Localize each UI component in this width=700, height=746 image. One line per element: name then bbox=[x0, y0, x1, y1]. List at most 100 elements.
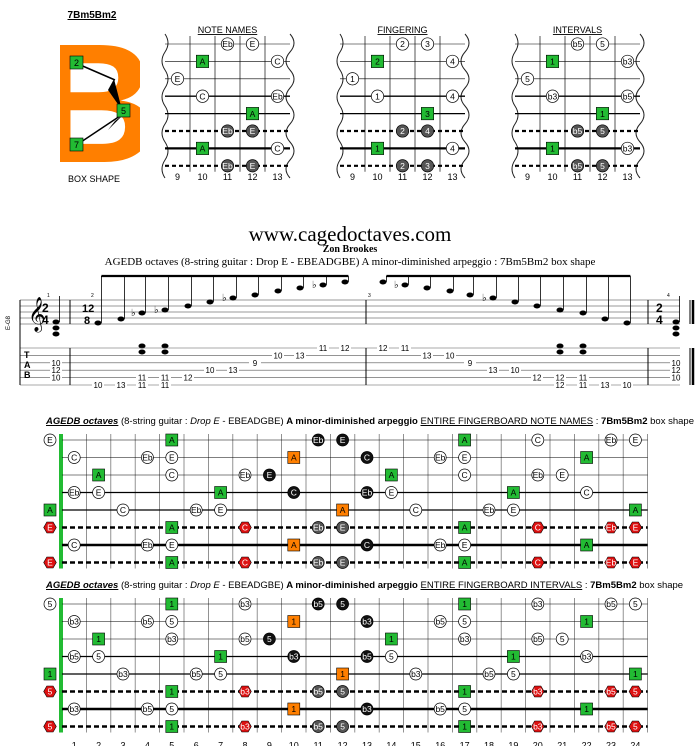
note-marker-circle bbox=[67, 615, 81, 628]
fret-number: 14 bbox=[386, 577, 396, 579]
note-marker-circle bbox=[360, 702, 374, 716]
title-part: box shape bbox=[636, 580, 684, 591]
note-marker-label: 2 bbox=[400, 39, 405, 49]
note-marker-square bbox=[165, 720, 179, 733]
note-marker-circle bbox=[67, 702, 81, 716]
tab-number: 10 bbox=[446, 351, 455, 360]
note-marker-label: Eb bbox=[222, 161, 233, 171]
note-head bbox=[184, 303, 192, 309]
tab-number-bg bbox=[50, 366, 62, 375]
note-marker-circle bbox=[245, 124, 260, 138]
note-marker-label: 5 bbox=[340, 687, 345, 697]
tab-number: 12 bbox=[184, 374, 193, 383]
note-marker-label: 1 bbox=[169, 687, 174, 697]
note-marker-label: 1 bbox=[375, 144, 380, 154]
tab-number: 11 bbox=[161, 381, 170, 390]
note-marker-circle bbox=[195, 89, 210, 103]
note-marker-square bbox=[165, 556, 179, 569]
fret-number: 12 bbox=[247, 172, 257, 182]
note-marker-circle bbox=[360, 615, 374, 628]
note-marker-label: 1 bbox=[550, 57, 555, 67]
note-marker-label: 5 bbox=[340, 599, 345, 609]
tab-number: 10 bbox=[672, 374, 681, 383]
title-part: (8-string guitar : bbox=[118, 580, 191, 591]
note-marker-hexagon bbox=[238, 685, 252, 698]
note-marker-square bbox=[165, 685, 179, 698]
note-marker-circle bbox=[43, 597, 57, 611]
note-marker-circle bbox=[433, 615, 447, 628]
note-marker-label: 5 bbox=[511, 669, 516, 679]
note-marker-circle bbox=[238, 597, 252, 611]
note-marker-label: b5 bbox=[313, 599, 323, 609]
measure-number: 1 bbox=[47, 293, 50, 299]
note-marker-circle bbox=[360, 451, 374, 464]
tab-number: 13 bbox=[423, 351, 432, 360]
note-marker-label: b5 bbox=[191, 669, 201, 679]
note-marker-label: A bbox=[389, 470, 395, 480]
note-marker-square bbox=[165, 597, 179, 611]
note-marker-square bbox=[507, 650, 520, 663]
note-head bbox=[229, 295, 237, 301]
tab-number: 13 bbox=[296, 351, 305, 360]
tab-number-bg bbox=[487, 366, 499, 375]
shape-name-label: 7Bm5Bm2 bbox=[67, 10, 117, 21]
note-head bbox=[319, 282, 327, 288]
note-marker-label: C bbox=[535, 435, 541, 445]
note-marker-square bbox=[287, 538, 301, 552]
note-head bbox=[161, 307, 169, 313]
note-marker-square bbox=[246, 107, 260, 121]
note-marker-label: Eb bbox=[142, 453, 153, 463]
note-marker-circle bbox=[116, 503, 130, 517]
tab-number-bg bbox=[421, 351, 433, 360]
tab-number: 10 bbox=[672, 359, 681, 368]
tab-number-bg bbox=[531, 373, 543, 382]
note-marker-label: 1 bbox=[389, 634, 394, 644]
note-marker-circle bbox=[433, 538, 447, 552]
tab-number: 9 bbox=[253, 359, 258, 368]
tab-number-bg bbox=[670, 358, 682, 367]
tab-number-bg bbox=[670, 366, 682, 375]
time-signature: 8 bbox=[84, 315, 90, 327]
note-marker-circle bbox=[116, 667, 130, 681]
author-name: Zon Brookes bbox=[322, 244, 378, 255]
note-marker-circle bbox=[67, 650, 81, 663]
note-marker-square bbox=[458, 433, 471, 447]
note-marker-circle bbox=[311, 597, 325, 611]
tab-number-bg bbox=[464, 358, 476, 367]
fret-number: 18 bbox=[484, 577, 494, 579]
note-marker-circle bbox=[409, 667, 423, 681]
note-marker-circle bbox=[165, 451, 179, 464]
fingerboard-notes-title: AGEDB octaves (8-string guitar : Drop E … bbox=[46, 416, 694, 427]
title-part: AGEDB octaves bbox=[46, 416, 119, 427]
note-marker-label: b5 bbox=[484, 669, 494, 679]
note-marker-label: C bbox=[274, 144, 280, 154]
fret-number: 5 bbox=[169, 577, 174, 579]
note-marker-hexagon bbox=[604, 720, 618, 733]
fret-number: 3 bbox=[120, 577, 125, 579]
note-marker-label: 1 bbox=[584, 617, 589, 627]
note-head bbox=[601, 316, 609, 322]
note-marker-label: Eb bbox=[272, 91, 283, 101]
title-part: box shape bbox=[647, 416, 694, 427]
note-marker-square bbox=[385, 632, 398, 646]
note-marker-label: C bbox=[462, 470, 468, 480]
note-marker-square bbox=[458, 597, 471, 611]
measure-number: 3 bbox=[368, 293, 371, 299]
note-marker-circle bbox=[220, 124, 235, 138]
note-marker-circle bbox=[311, 521, 325, 534]
note-marker-label: A bbox=[340, 505, 346, 515]
note-marker-square bbox=[92, 632, 105, 646]
note-marker-circle bbox=[336, 433, 349, 447]
tab-number: 11 bbox=[579, 374, 588, 383]
note-marker-label: A bbox=[47, 505, 53, 515]
fret-number: 7 bbox=[218, 741, 223, 746]
tab-number-bg bbox=[317, 344, 329, 352]
panel-title: FINGERING bbox=[377, 25, 427, 35]
time-signature: 12 bbox=[82, 303, 94, 315]
note-marker-label: 1 bbox=[600, 109, 605, 119]
note-marker-circle bbox=[270, 89, 285, 103]
note-head bbox=[579, 343, 587, 349]
panel-wavy-edge bbox=[161, 33, 169, 179]
